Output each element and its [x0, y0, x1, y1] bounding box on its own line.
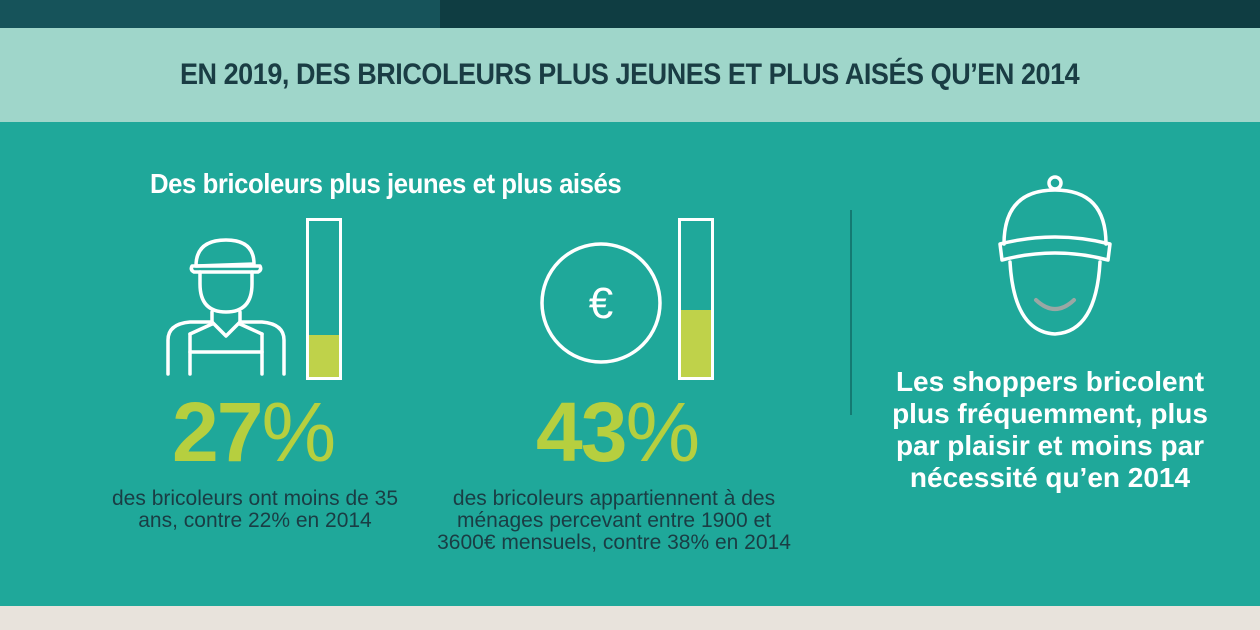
right-highlight-text: Les shoppers bricolent plus fréquemment,… — [892, 366, 1208, 493]
page-title: EN 2019, DES BRICOLEURS PLUS JEUNES ET P… — [180, 58, 1080, 91]
bottom-band — [0, 606, 1260, 630]
stat-income-unit: % — [625, 385, 700, 479]
euro-icon: € — [540, 242, 662, 364]
stat-income-description: des bricoleurs appartiennent à des ménag… — [437, 487, 791, 554]
title-band: EN 2019, DES BRICOLEURS PLUS JEUNES ET P… — [0, 28, 1260, 122]
worker-icon — [166, 238, 286, 376]
top-bar-left-segment — [0, 0, 440, 28]
vertical-divider — [850, 210, 852, 415]
progress-bar-young — [306, 218, 342, 380]
progress-bar-income — [678, 218, 714, 380]
stat-income-percent: 43% — [536, 390, 700, 474]
svg-text:€: € — [589, 279, 613, 328]
section-subtitle: Des bricoleurs plus jeunes et plus aisés — [150, 168, 622, 199]
top-bar — [0, 0, 1260, 28]
progress-bar-young-fill — [309, 334, 339, 377]
progress-bar-income-fill — [681, 309, 711, 377]
smiling-face-cap-icon — [998, 175, 1112, 336]
stat-young-percent: 27% — [172, 390, 336, 474]
stat-young-number: 27 — [172, 385, 263, 479]
stat-income-number: 43 — [536, 385, 627, 479]
stat-young-description: des bricoleurs ont moins de 35 ans, cont… — [112, 487, 398, 532]
content-area — [0, 122, 1260, 606]
stat-young-unit: % — [261, 385, 336, 479]
